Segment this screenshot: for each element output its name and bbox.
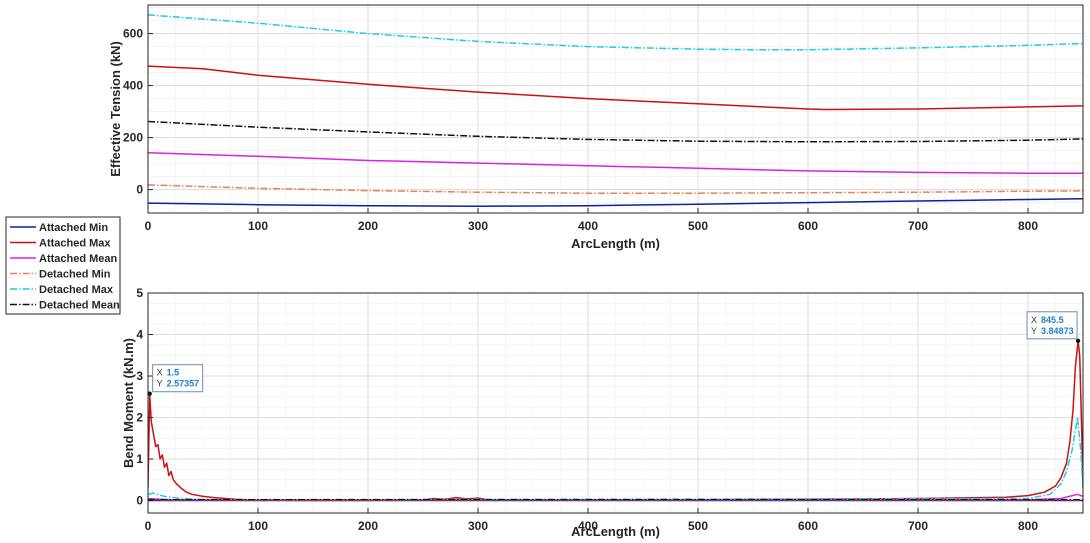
y-tick-label: 0 <box>136 183 143 197</box>
legend-label: Attached Min <box>39 222 108 234</box>
x-tick-label: 400 <box>578 219 598 233</box>
legend-label: Detached Mean <box>39 300 120 312</box>
datatip-y-label: Y <box>157 379 163 389</box>
x-tick-label: 500 <box>688 219 708 233</box>
x-tick-label: 800 <box>1018 219 1038 233</box>
series-line-detached-min <box>148 184 1083 194</box>
x-tick-label: 700 <box>908 519 928 533</box>
datatip-marker[interactable] <box>147 391 152 396</box>
x-tick-label: 0 <box>145 219 152 233</box>
x-axis-label: ArcLength (m) <box>571 236 660 251</box>
x-tick-label: 600 <box>798 219 818 233</box>
datatip-y-label: Y <box>1031 326 1037 336</box>
datatip-x-value: 845.5 <box>1041 315 1064 325</box>
x-axis-label: ArcLength (m) <box>571 524 660 539</box>
datatip-x-value: 1.5 <box>167 368 180 378</box>
x-tick-label: 300 <box>468 219 488 233</box>
datatip-x-label: X <box>157 368 163 378</box>
y-tick-label: 1 <box>136 452 143 466</box>
series-line-detached-max <box>148 14 1083 51</box>
series-line-detached-max <box>148 416 1083 501</box>
legend-box <box>5 216 121 315</box>
datatip-y-value: 2.57357 <box>167 379 200 389</box>
datatip-box <box>1026 311 1078 340</box>
y-tick-label: 3 <box>136 369 143 383</box>
y-axis-label: Effective Tension (kN) <box>108 41 123 177</box>
x-tick-label: 400 <box>578 519 598 533</box>
legend-label: Detached Max <box>39 284 114 296</box>
x-tick-label: 100 <box>248 519 268 533</box>
y-axis-label: Bend Moment (kN.m) <box>121 338 136 468</box>
tension-chart: 0 100 200 300 400 500 600 700 800 0 200 400 600 ArcLe… <box>108 4 1084 251</box>
datatip-marker[interactable] <box>1075 338 1081 343</box>
x-tick-label: 300 <box>468 519 488 533</box>
x-tick-label: 200 <box>358 219 378 233</box>
datatip-x-label: X <box>1031 315 1037 325</box>
datatip-y-value: 3.84873 <box>1041 326 1074 336</box>
axes-frame <box>147 4 1084 214</box>
legend: Attached Min Attached Max Attached Mean Det… <box>5 216 121 315</box>
y-tick-label: 400 <box>123 79 143 93</box>
legend-label: Attached Mean <box>39 253 118 265</box>
x-tick-label: 700 <box>908 219 928 233</box>
y-tick-label: 200 <box>123 131 143 145</box>
y-tick-label: 0 <box>136 494 143 508</box>
x-tick-label: 0 <box>145 519 152 533</box>
y-tick-label: 4 <box>136 328 143 342</box>
y-tick-label: 5 <box>136 286 143 300</box>
bend-moment-chart: 0 100 200 300 400 500 600 700 800 0 1 2 3 4 5 ArcLength… <box>121 286 1084 539</box>
y-tick-label: 2 <box>136 411 143 425</box>
series-line-attached-mean <box>148 151 1083 174</box>
x-tick-label: 600 <box>798 519 818 533</box>
series-line-detached-mean <box>148 120 1083 143</box>
legend-label: Attached Max <box>39 238 111 250</box>
datatip-box <box>152 364 204 393</box>
x-tick-label: 800 <box>1018 519 1038 533</box>
legend-label: Detached Min <box>39 269 111 281</box>
y-tick-label: 600 <box>123 27 143 41</box>
x-tick-label: 100 <box>248 219 268 233</box>
axes-frame <box>147 292 1084 514</box>
series-line-attached-min <box>148 197 1083 207</box>
series-line-attached-max <box>148 65 1083 111</box>
x-tick-label: 200 <box>358 519 378 533</box>
x-tick-label: 500 <box>688 519 708 533</box>
